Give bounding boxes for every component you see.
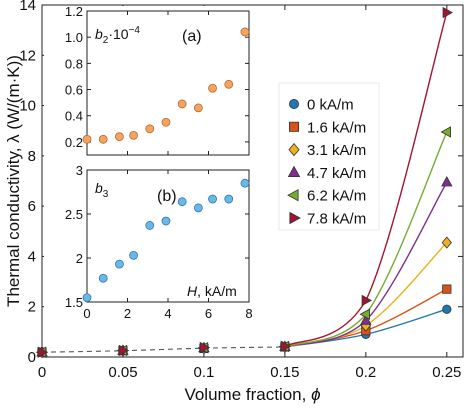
inset-b-x-tick-label: 6 xyxy=(205,306,212,321)
inset-b-panel-label: (b) xyxy=(157,188,177,205)
inset-b-x-tick-label: 0 xyxy=(83,306,90,321)
x-tick-label: 0.1 xyxy=(193,364,214,381)
legend-marker xyxy=(289,211,301,225)
legend-marker xyxy=(288,99,299,110)
data-point xyxy=(440,126,451,138)
x-tick-label: 0.25 xyxy=(432,364,461,381)
main-chart: 0 2 4 6 8 10 12 14 0 0.05 0.1 0.15 0.2 0.25 Volume fra… xyxy=(4,0,464,404)
inset-a-y-tick-label: 0.6 xyxy=(65,83,83,98)
legend-label: 6.2 kA/m xyxy=(307,188,366,205)
x-tick-label: 0.2 xyxy=(355,364,376,381)
inset-b-y-tick-label: 1.5 xyxy=(65,295,83,310)
data-point xyxy=(359,308,371,320)
inset-a-y-label: b2·10−4 xyxy=(95,25,140,46)
legend-marker xyxy=(287,189,299,202)
data-point xyxy=(441,236,452,249)
inset-a-point xyxy=(177,99,187,109)
legend-marker xyxy=(287,165,301,177)
inset-a-background xyxy=(44,6,252,156)
inset-b-point xyxy=(161,216,171,226)
series-line-6 xyxy=(284,12,448,347)
y-tick-label: 2 xyxy=(28,299,36,316)
inset-b-point xyxy=(115,259,124,269)
inset-b-point xyxy=(82,293,92,303)
inset-a-y-tick-label: 0.8 xyxy=(65,56,83,71)
series-line-5 xyxy=(284,131,448,348)
inset-b-background xyxy=(44,156,252,322)
inset-a-point xyxy=(115,132,124,142)
data-point xyxy=(280,340,292,352)
inset-a-point xyxy=(208,83,217,93)
legend-label: 1.6 kA/m xyxy=(307,119,366,136)
inset-a-point xyxy=(193,103,203,113)
x-tick-label: 0 xyxy=(38,364,46,381)
y-tick-label: 10 xyxy=(19,98,36,115)
data-point xyxy=(37,346,49,358)
legend: 0 kA/m 1.6 kA/m 3.1 kA/m 4.7 kA/m 6.2 kA/m 7.… xyxy=(278,82,380,231)
x-tick-label: 0.05 xyxy=(108,364,137,381)
inset-b-point xyxy=(177,197,187,207)
inset-b-x-tick-label: 8 xyxy=(245,306,252,321)
inset-a-point xyxy=(145,124,155,134)
y-tick-label: 12 xyxy=(19,47,36,64)
inset-b-point xyxy=(193,203,203,213)
inset-a-point xyxy=(224,79,234,89)
inset-a-chart: 0.2 0.4 0.6 0.8 1.0 1.2 b2·10−4 (a) xyxy=(44,4,252,156)
inset-a-point xyxy=(98,134,108,144)
inset-b-point xyxy=(208,194,217,204)
data-point xyxy=(361,294,373,307)
x-tick-label: 0.15 xyxy=(270,364,299,381)
legend-marker xyxy=(288,143,300,157)
legend-label: 3.1 kA/m xyxy=(307,142,366,159)
inset-b-point xyxy=(224,194,234,204)
inset-b-x-tick-label: 4 xyxy=(164,306,171,321)
legend-label: 0 kA/m xyxy=(307,97,354,114)
inset-b-y-tick-label: 3 xyxy=(76,163,83,178)
inset-b-point xyxy=(129,250,138,260)
inset-a-y-tick-label: 0.4 xyxy=(65,109,83,124)
inset-b-chart: 1.5 2 2.5 3 0 2 4 6 8 b3 (b) H, kA/m xyxy=(44,156,253,322)
inset-a-panel-label: (a) xyxy=(182,28,202,45)
inset-b-y-tick-label: 2.5 xyxy=(65,207,83,222)
inset-a-y-tick-label: 1.2 xyxy=(65,4,83,19)
y-tick-label: 4 xyxy=(28,248,36,265)
y-tick-label: 0 xyxy=(28,349,36,366)
inset-b-x-label: H, kA/m xyxy=(187,283,237,299)
inset-b-y-label: b3 xyxy=(95,180,109,200)
inset-b-x-tick-label: 2 xyxy=(124,306,131,321)
data-point xyxy=(442,6,454,19)
inset-a-point xyxy=(129,130,138,140)
plot-frame xyxy=(41,4,464,358)
inset-b-y-tick-label: 2 xyxy=(76,251,83,266)
y-axis-label: Thermal conductivity, λ (W/(m·K)) xyxy=(4,55,23,307)
y-tick-label: 8 xyxy=(28,148,36,165)
data-point xyxy=(199,341,211,354)
inset-b-point xyxy=(240,178,250,188)
y-tick-label: 14 xyxy=(19,0,36,14)
inset-a-y-tick-label: 1.0 xyxy=(65,30,83,45)
data-point xyxy=(441,175,453,187)
data-point xyxy=(442,284,452,294)
dashed-trend-line xyxy=(41,346,285,353)
inset-b-point xyxy=(145,221,155,230)
y-tick-label: 6 xyxy=(28,198,36,215)
legend-label: 7.8 kA/m xyxy=(307,211,366,228)
legend-label: 4.7 kA/m xyxy=(307,165,366,182)
inset-a-point xyxy=(161,117,171,127)
x-axis-label: Volume fraction, ϕ xyxy=(184,385,320,404)
inset-a-y-tick-label: 0.2 xyxy=(65,135,83,150)
inset-b-point xyxy=(98,273,108,283)
legend-marker xyxy=(288,121,299,132)
data-point xyxy=(118,344,130,357)
data-point xyxy=(360,314,372,325)
inset-a-point xyxy=(240,27,250,37)
inset-a-point xyxy=(82,134,92,144)
data-point xyxy=(442,304,452,314)
